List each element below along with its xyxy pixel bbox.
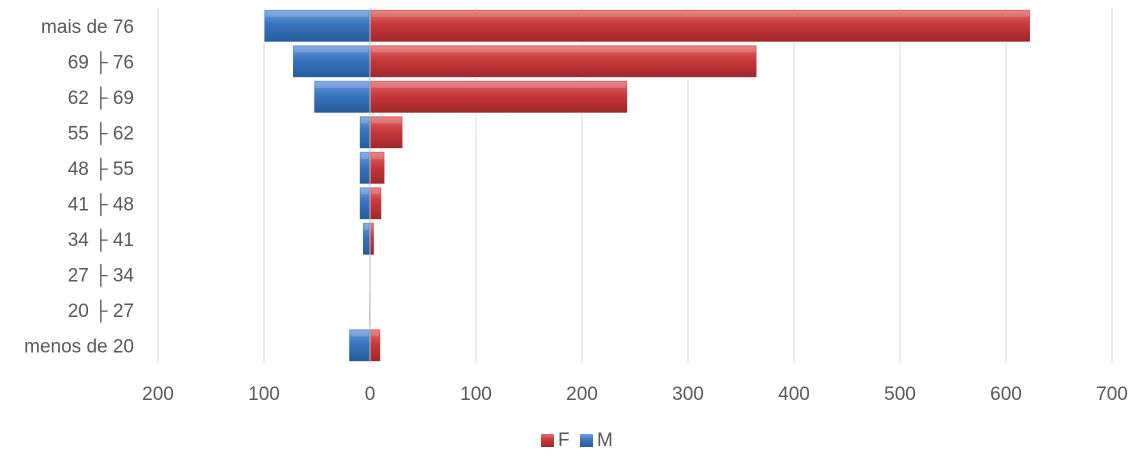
bar-m: [358, 151, 371, 185]
x-tick-label: 600: [990, 384, 1022, 405]
category-label: 41 ├ 48: [68, 192, 134, 216]
x-tick-label: 100: [248, 384, 280, 405]
bar-m: [358, 115, 371, 149]
x-tick-labels: 200 100 0 100 200 300 400 500 600 700: [142, 384, 1128, 405]
legend-label: F: [558, 430, 570, 451]
bar-m: [362, 222, 371, 256]
bar-f: [369, 222, 375, 256]
bar-m: [292, 44, 371, 78]
category-label: 20 ├ 27: [68, 299, 134, 323]
bar-m: [313, 80, 371, 114]
category-label: menos de 20: [24, 336, 134, 357]
bars: [263, 8, 1031, 363]
x-tick-label: 400: [778, 384, 810, 405]
legend-label: M: [597, 430, 613, 451]
bar-f: [369, 44, 758, 78]
legend-item-m: M: [580, 430, 613, 451]
x-tick-label: 300: [672, 384, 704, 405]
x-tick-label: 100: [460, 384, 492, 405]
legend-swatch: [541, 434, 554, 447]
category-labels: menos de 20 20 ├ 27 27 ├ 34 34 ├ 41 41 ├ 48 4…: [24, 17, 134, 358]
bar-f: [369, 186, 383, 220]
category-label: 34 ├ 41: [68, 228, 134, 252]
bar-f: [369, 115, 404, 149]
bar-m: [348, 328, 371, 362]
bar-m: [263, 9, 371, 43]
x-tick-label: 700: [1096, 384, 1128, 405]
bar-m: [358, 186, 371, 220]
category-label: 55 ├ 62: [68, 121, 134, 145]
x-tick-label: 200: [142, 384, 174, 405]
bar-f: [369, 9, 1031, 43]
category-label: 62 ├ 69: [68, 86, 134, 110]
legend-item-f: F: [541, 430, 570, 451]
category-label: 69 ├ 76: [68, 50, 134, 74]
x-tick-label: 200: [566, 384, 598, 405]
category-label: mais de 76: [41, 17, 134, 38]
category-label: 27 ├ 34: [68, 263, 135, 287]
category-label: 48 ├ 55: [68, 157, 134, 181]
legend-swatch: [580, 434, 593, 447]
bar-f: [369, 80, 628, 114]
x-tick-label: 0: [365, 384, 376, 405]
bar-f: [369, 151, 386, 185]
x-tick-label: 500: [884, 384, 916, 405]
bar-f: [369, 328, 382, 362]
